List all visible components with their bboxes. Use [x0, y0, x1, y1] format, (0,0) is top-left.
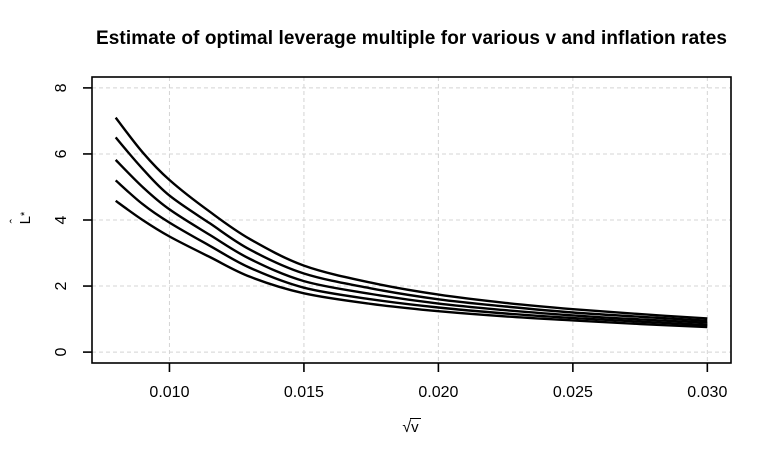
x-tick-label: 0.015 — [284, 384, 324, 401]
curve-line-curve-3 — [114, 159, 708, 324]
chart-title: Estimate of optimal leverage multiple fo… — [95, 28, 728, 49]
y-tick-label: 6 — [53, 149, 70, 158]
x-label-variable: v — [410, 418, 421, 436]
y-tick-label: 2 — [53, 282, 70, 291]
y-tick-label: 8 — [53, 83, 70, 92]
y-label-base: L ˆ — [7, 216, 34, 224]
y-tick-label: 0 — [53, 348, 70, 357]
x-tick-label: 0.010 — [149, 384, 189, 401]
sqrt-symbol: √ — [402, 419, 412, 436]
curve-line-curve-4 — [114, 179, 708, 327]
x-tick-label: 0.030 — [687, 384, 727, 401]
y-tick-label: 4 — [53, 215, 70, 224]
curve-line-curve-1 — [114, 116, 708, 320]
curve-line-curve-5 — [114, 199, 708, 329]
x-tick-label: 0.020 — [418, 384, 458, 401]
x-axis-label: √ v — [92, 418, 731, 440]
curve-line-curve-2 — [114, 136, 708, 322]
y-axis-label: L ˆ * — [5, 201, 45, 235]
hat-accent: ˆ — [6, 218, 22, 224]
x-tick-label: 0.025 — [553, 384, 593, 401]
